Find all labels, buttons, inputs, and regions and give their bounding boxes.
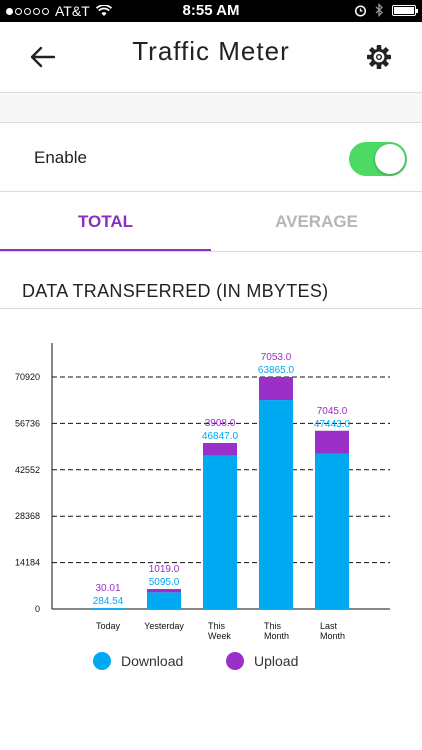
download-bar bbox=[315, 454, 349, 609]
enable-label: Enable bbox=[34, 148, 87, 168]
download-value-label: 5095.0 bbox=[149, 577, 180, 588]
download-value-label: 63865.0 bbox=[258, 365, 295, 376]
legend-upload-label: Upload bbox=[254, 653, 298, 669]
download-bar bbox=[91, 608, 125, 609]
toggle-knob bbox=[375, 144, 405, 174]
divider bbox=[0, 251, 422, 252]
legend-download-label: Download bbox=[121, 653, 183, 669]
download-swatch bbox=[93, 652, 111, 670]
enable-row: Enable bbox=[0, 123, 422, 191]
x-tick-label: Week bbox=[208, 631, 231, 641]
upload-bar bbox=[259, 377, 293, 400]
chart-legend: Download Upload bbox=[0, 652, 422, 676]
upload-value-label: 7045.0 bbox=[317, 406, 348, 417]
x-tick-label: Yesterday bbox=[144, 621, 184, 631]
download-value-label: 46847.0 bbox=[202, 431, 239, 442]
upload-bar bbox=[203, 443, 237, 456]
tab-total[interactable]: TOTAL bbox=[0, 192, 211, 252]
bar-chart: 0 14184 28368 42552 56736 70920 30.01 284.54 Tod… bbox=[0, 310, 422, 650]
upload-swatch bbox=[226, 652, 244, 670]
x-tick-label: This bbox=[208, 621, 226, 631]
x-tick-label: Last bbox=[320, 621, 338, 631]
header: Traffic Meter bbox=[0, 22, 422, 92]
status-bar: AT&T 8:55 AM bbox=[0, 0, 422, 22]
alarm-icon bbox=[354, 4, 367, 17]
download-bar bbox=[147, 592, 181, 609]
battery-icon bbox=[392, 5, 416, 16]
status-right bbox=[354, 3, 416, 17]
x-tick-label: Today bbox=[96, 621, 121, 631]
y-tick-label: 56736 bbox=[15, 418, 40, 428]
settings-button[interactable] bbox=[360, 38, 398, 76]
data-transferred-chart: 0 14184 28368 42552 56736 70920 30.01 284.54 Tod… bbox=[0, 310, 422, 750]
x-tick-label: This bbox=[264, 621, 282, 631]
upload-value-label: 3908.0 bbox=[205, 418, 236, 429]
spacer-band bbox=[0, 93, 422, 122]
download-bar bbox=[203, 456, 237, 609]
x-tick-label: Month bbox=[320, 631, 345, 641]
divider bbox=[0, 308, 422, 309]
download-value-label: 284.54 bbox=[93, 596, 124, 607]
x-tick-label: Month bbox=[264, 631, 289, 641]
download-bar bbox=[259, 400, 293, 609]
legend-download: Download bbox=[93, 652, 183, 670]
enable-toggle[interactable] bbox=[349, 142, 407, 176]
y-tick-label: 28368 bbox=[15, 511, 40, 521]
bluetooth-icon bbox=[375, 3, 384, 17]
page-title: Traffic Meter bbox=[0, 36, 422, 67]
tab-average[interactable]: AVERAGE bbox=[211, 192, 422, 252]
download-value-label: 47443.0 bbox=[314, 419, 351, 430]
section-title: DATA TRANSFERRED (IN MBYTES) bbox=[22, 281, 328, 302]
y-tick-label: 14184 bbox=[15, 558, 40, 568]
upload-value-label: 1019.0 bbox=[149, 564, 180, 575]
y-tick-label: 42552 bbox=[15, 465, 40, 475]
y-tick-label: 70920 bbox=[15, 372, 40, 382]
upload-value-label: 7053.0 bbox=[261, 352, 292, 363]
y-tick-label: 0 bbox=[35, 604, 40, 614]
legend-upload: Upload bbox=[226, 652, 298, 670]
upload-bar bbox=[147, 589, 181, 592]
upload-value-label: 30.01 bbox=[95, 583, 120, 594]
tab-bar: TOTAL AVERAGE bbox=[0, 192, 422, 252]
gear-icon bbox=[366, 44, 392, 70]
upload-bar bbox=[315, 431, 349, 454]
